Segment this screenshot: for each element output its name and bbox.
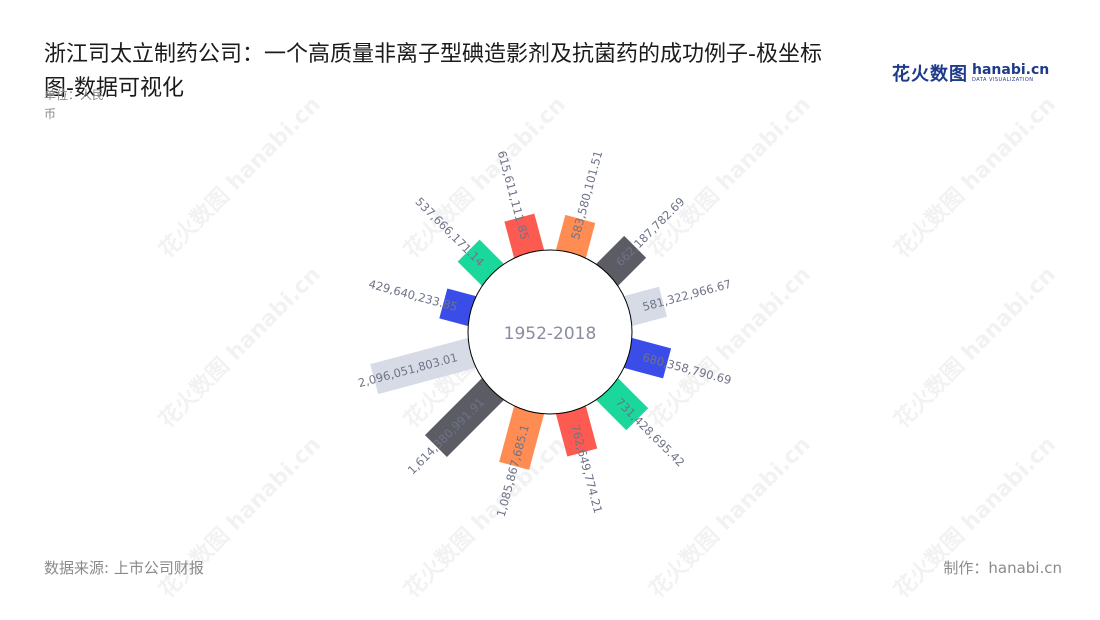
bar-group-9: 429,640,233.85 — [367, 277, 479, 327]
data-source: 数据来源: 上市公司财报 — [44, 559, 204, 577]
polar-bar-11 — [504, 213, 545, 261]
polar-bar-5 — [555, 403, 598, 457]
bar-group-0: 583,580,101.51 — [555, 149, 605, 261]
polar-bar-6 — [499, 403, 545, 470]
bar-group-5: 762,649,774.21 — [555, 403, 605, 515]
bar-group-2: 581,322,966.67 — [621, 277, 733, 327]
value-label-4: 731,428,695.42 — [613, 395, 688, 470]
bar-group-8: 2,096,051,803.01 — [357, 337, 479, 395]
polar-bar-8 — [370, 337, 479, 395]
bar-group-11: 615,611,111.85 — [495, 149, 545, 261]
bar-group-6: 1,085,867,685.1 — [494, 403, 545, 518]
polar-bar-2 — [621, 286, 667, 327]
chart-title: 浙江司太立制药公司：一个高质量非离子型碘造影剂及抗菌药的成功例子-极坐标图-数据… — [44, 42, 822, 101]
center-label: 1952-2018 — [504, 324, 597, 344]
bar-group-7: 1,614,380,991.91 — [405, 376, 506, 477]
logo-cn-text: 花火数图 — [892, 64, 968, 85]
unit-label: 单位：人民币 — [44, 88, 105, 121]
value-label-9: 429,640,233.85 — [367, 277, 459, 314]
brand-logo: 花火数图 hanabi.cn DATA VISUALIZATION — [892, 60, 1049, 86]
logo-en-text: hanabi.cn — [972, 62, 1050, 78]
polar-bar-0 — [555, 214, 596, 261]
bar-group-3: 680,358,790.69 — [621, 337, 733, 387]
polar-bar-7 — [424, 376, 506, 458]
logo-en-subtext: DATA VISUALIZATION — [972, 77, 1034, 83]
maker-credit: 制作：hanabi.cn — [943, 559, 1062, 577]
logo-en-block: hanabi.cn DATA VISUALIZATION — [972, 63, 1049, 83]
center-circle — [467, 249, 633, 415]
value-label-10: 537,666,171.14 — [413, 195, 488, 270]
polar-bar-9 — [439, 288, 479, 327]
value-label-7: 1,614,380,991.91 — [405, 395, 487, 477]
value-label-1: 662,187,782.69 — [613, 195, 688, 270]
polar-bar-3 — [621, 337, 672, 379]
